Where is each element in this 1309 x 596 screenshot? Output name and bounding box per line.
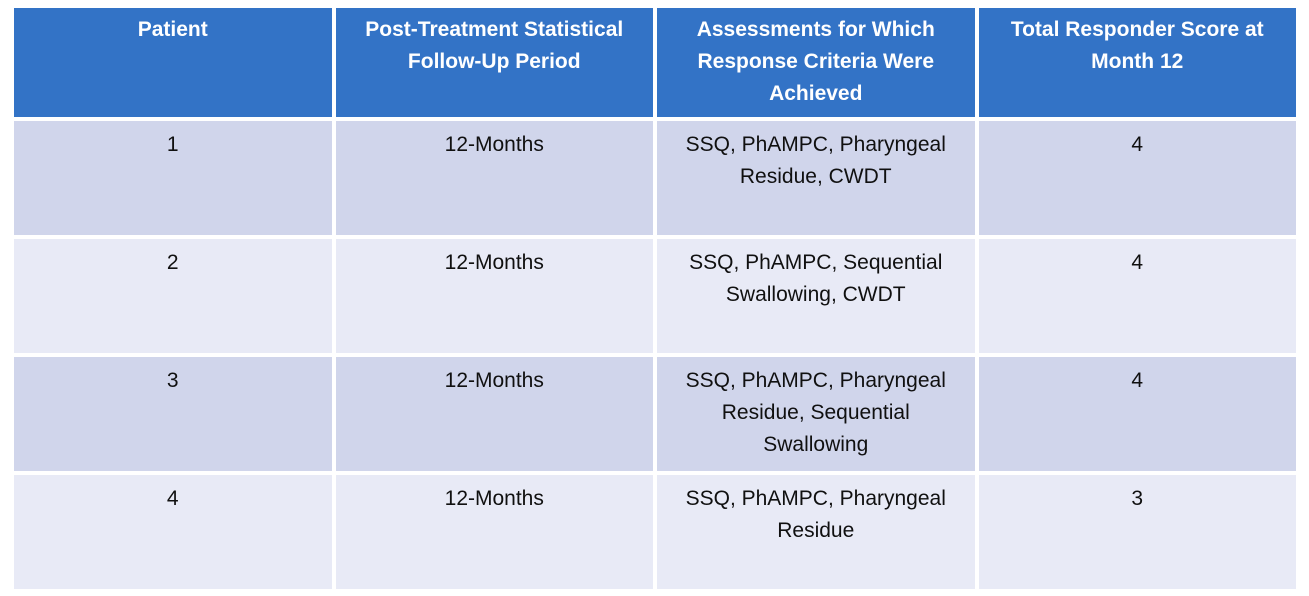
cell-row2-follow-up-period: 12-Months [335, 239, 653, 353]
cell-row3-total-score: 4 [978, 357, 1296, 471]
cell-row4-patient: 4 [14, 475, 332, 589]
responder-score-table: Patient Post-Treatment Statistical Follo… [14, 8, 1296, 589]
cell-row3-patient: 3 [14, 357, 332, 471]
cell-row3-follow-up-period: 12-Months [335, 357, 653, 471]
cell-row2-assessments: SSQ, PhAMPC, Sequential Swallowing, CWDT [657, 239, 975, 353]
cell-row1-total-score: 4 [978, 121, 1296, 235]
cell-row1-patient: 1 [14, 121, 332, 235]
header-cell-total-score: Total Responder Score at Month 12 [978, 8, 1296, 117]
cell-row2-total-score: 4 [978, 239, 1296, 353]
cell-row2-patient: 2 [14, 239, 332, 353]
cell-row4-follow-up-period: 12-Months [335, 475, 653, 589]
cell-row4-assessments: SSQ, PhAMPC, Pharyngeal Residue [657, 475, 975, 589]
header-cell-patient: Patient [14, 8, 332, 117]
cell-row3-assessments: SSQ, PhAMPC, Pharyngeal Residue, Sequent… [657, 357, 975, 471]
header-cell-assessments: Assessments for Which Response Criteria … [657, 8, 975, 117]
cell-row4-total-score: 3 [978, 475, 1296, 589]
cell-row1-follow-up-period: 12-Months [335, 121, 653, 235]
cell-row1-assessments: SSQ, PhAMPC, Pharyngeal Residue, CWDT [657, 121, 975, 235]
header-cell-follow-up-period: Post-Treatment Statistical Follow-Up Per… [335, 8, 653, 117]
